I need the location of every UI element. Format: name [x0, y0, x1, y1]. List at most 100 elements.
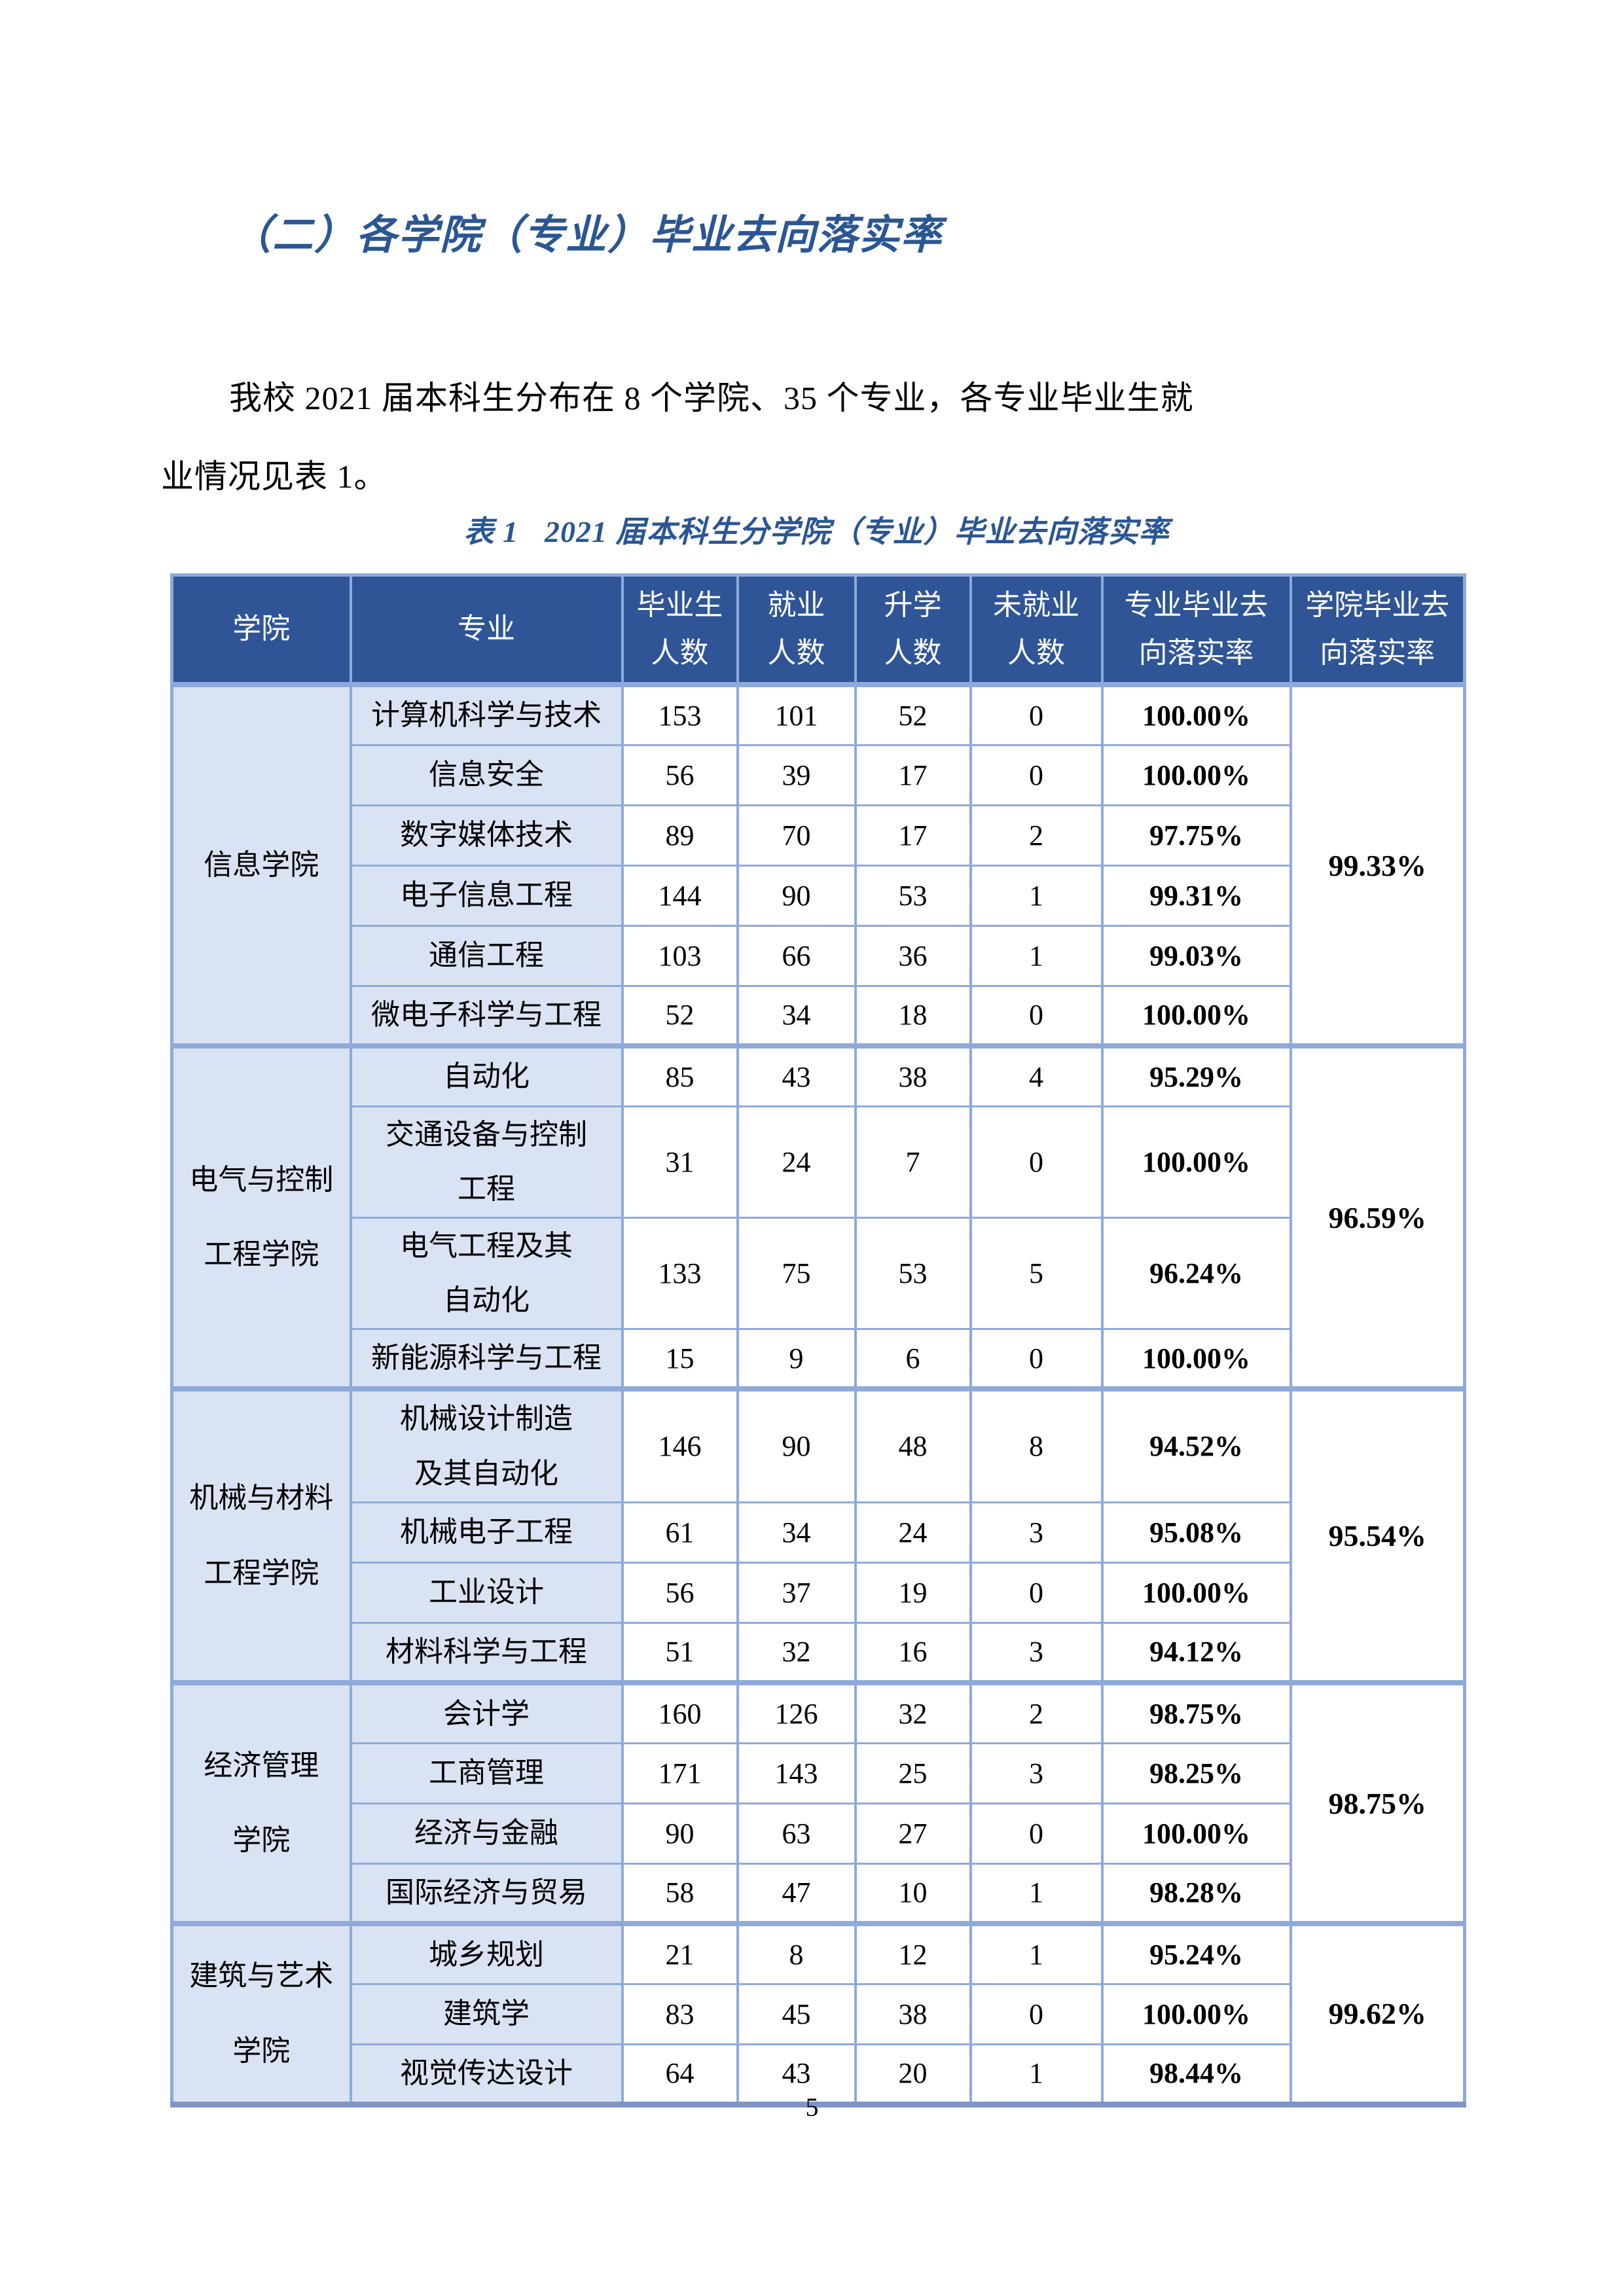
header-major: 专业 [349, 574, 624, 687]
major-cell: 微电子科学与工程 [349, 984, 624, 1047]
unemployed-cell: 2 [969, 804, 1104, 867]
graduates-cell: 89 [621, 804, 739, 867]
major-cell: 新能源科学与工程 [349, 1327, 624, 1390]
major-cell: 工商管理 [349, 1742, 624, 1804]
major-rate-cell: 94.12% [1100, 1621, 1292, 1684]
further-study-cell: 38 [854, 1043, 972, 1107]
major-rate-cell: 95.29% [1100, 1043, 1292, 1107]
unemployed-cell: 0 [969, 682, 1104, 746]
further-study-cell: 24 [854, 1501, 972, 1564]
graduates-cell: 21 [621, 1921, 739, 1985]
graduates-cell: 133 [621, 1216, 739, 1330]
unemployed-cell: 0 [969, 1561, 1104, 1624]
graduates-cell: 52 [621, 984, 739, 1047]
unemployed-cell: 3 [969, 1742, 1104, 1804]
major-cell: 通信工程 [349, 924, 624, 987]
college-rate-cell: 99.33% [1289, 682, 1466, 1047]
employed-cell: 90 [736, 864, 857, 927]
employed-cell: 66 [736, 924, 857, 987]
unemployed-cell: 0 [969, 744, 1104, 806]
employed-cell: 143 [736, 1742, 857, 1804]
table-caption-label: 表 1 [463, 515, 518, 548]
major-rate-cell: 98.44% [1100, 2043, 1292, 2106]
major-rate-cell: 100.00% [1100, 1561, 1292, 1624]
major-cell: 自动化 [349, 1043, 624, 1107]
header-college: 学院 [170, 574, 352, 687]
employed-cell: 9 [736, 1327, 857, 1390]
major-cell: 机械电子工程 [349, 1501, 624, 1564]
major-rate-cell: 100.00% [1100, 984, 1292, 1047]
college-rate-cell: 96.59% [1289, 1043, 1466, 1390]
employed-cell: 8 [736, 1921, 857, 1985]
table-row: 视觉传达设计 64 43 20 1 98.44% [172, 2043, 1465, 2106]
major-rate-cell: 97.75% [1100, 804, 1292, 867]
major-rate-cell: 96.24% [1100, 1216, 1292, 1330]
major-rate-cell: 99.03% [1100, 924, 1292, 987]
employed-cell: 32 [736, 1621, 857, 1684]
employment-table: 学院 专业 毕业生 人数 就业 人数 升学 人数 未就业 人数 专业毕业去 向落… [170, 573, 1466, 2108]
table-row: 工商管理 171 143 25 3 98.25% [172, 1742, 1465, 1804]
header-graduates: 毕业生 人数 [621, 574, 739, 687]
graduates-cell: 56 [621, 744, 739, 806]
major-rate-cell: 94.52% [1100, 1386, 1292, 1503]
table-row: 数字媒体技术 89 70 17 2 97.75% [172, 804, 1465, 867]
college-cell: 电气与控制 工程学院 [170, 1043, 352, 1390]
unemployed-cell: 0 [969, 1802, 1104, 1865]
major-cell: 电气工程及其 自动化 [349, 1216, 624, 1330]
employed-cell: 75 [736, 1216, 857, 1330]
major-rate-cell: 100.00% [1100, 1105, 1292, 1219]
major-rate-cell: 100.00% [1100, 1982, 1292, 2045]
college-rate-cell: 98.75% [1289, 1680, 1466, 1925]
employed-cell: 34 [736, 1501, 857, 1564]
employed-cell: 34 [736, 984, 857, 1047]
header-unemployed: 未就业 人数 [969, 574, 1104, 687]
major-cell: 国际经济与贸易 [349, 1862, 624, 1925]
major-cell: 计算机科学与技术 [349, 682, 624, 746]
employed-cell: 126 [736, 1680, 857, 1744]
major-rate-cell: 98.75% [1100, 1680, 1292, 1744]
table-row: 建筑学 83 45 38 0 100.00% [172, 1982, 1465, 2045]
employed-cell: 43 [736, 2043, 857, 2106]
section-heading: （二）各学院（专业）毕业去向落实率 [230, 213, 943, 258]
further-study-cell: 32 [854, 1680, 972, 1744]
major-rate-cell: 100.00% [1100, 1802, 1292, 1865]
graduates-cell: 160 [621, 1680, 739, 1744]
unemployed-cell: 3 [969, 1501, 1104, 1564]
unemployed-cell: 0 [969, 1982, 1104, 2045]
graduates-cell: 61 [621, 1501, 739, 1564]
major-cell: 电子信息工程 [349, 864, 624, 927]
major-cell: 经济与金融 [349, 1802, 624, 1865]
graduates-cell: 153 [621, 682, 739, 746]
unemployed-cell: 8 [969, 1386, 1104, 1503]
further-study-cell: 53 [854, 864, 972, 927]
graduates-cell: 103 [621, 924, 739, 987]
table-row: 经济与金融 90 63 27 0 100.00% [172, 1802, 1465, 1865]
major-rate-cell: 99.31% [1100, 864, 1292, 927]
further-study-cell: 16 [854, 1621, 972, 1684]
page-number: 5 [805, 2092, 819, 2122]
graduates-cell: 64 [621, 2043, 739, 2106]
employed-cell: 45 [736, 1982, 857, 2045]
unemployed-cell: 5 [969, 1216, 1104, 1330]
unemployed-cell: 1 [969, 1862, 1104, 1925]
graduates-cell: 171 [621, 1742, 739, 1804]
further-study-cell: 36 [854, 924, 972, 987]
college-cell: 信息学院 [170, 682, 352, 1047]
table-header-row: 学院 专业 毕业生 人数 就业 人数 升学 人数 未就业 人数 专业毕业去 向落… [170, 574, 1466, 687]
further-study-cell: 19 [854, 1561, 972, 1624]
table-row: 经济管理 学院 会计学 160 126 32 2 98.75% 98.75% [170, 1680, 1466, 1925]
unemployed-cell: 2 [969, 1680, 1104, 1744]
table-row: 电气与控制 工程学院 自动化 85 43 38 4 95.29% 96.59% [170, 1043, 1466, 1390]
further-study-cell: 7 [854, 1105, 972, 1219]
employed-cell: 90 [736, 1386, 857, 1503]
unemployed-cell: 3 [969, 1621, 1104, 1684]
major-cell: 建筑学 [349, 1982, 624, 2045]
header-employed: 就业 人数 [736, 574, 857, 687]
major-rate-cell: 100.00% [1100, 1327, 1292, 1390]
header-further-study: 升学 人数 [854, 574, 972, 687]
employed-cell: 101 [736, 682, 857, 746]
graduates-cell: 146 [621, 1386, 739, 1503]
table-row: 机械电子工程 61 34 24 3 95.08% [172, 1501, 1465, 1564]
major-rate-cell: 95.08% [1100, 1501, 1292, 1564]
